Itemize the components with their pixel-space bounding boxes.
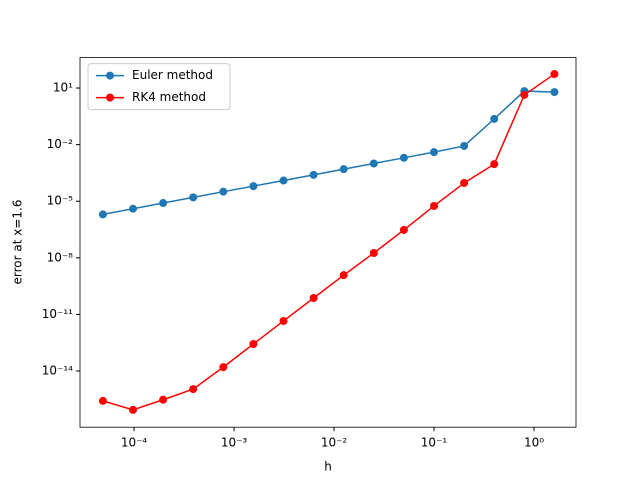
marker [460,178,469,187]
marker [249,182,258,191]
legend-marker [106,93,114,102]
marker [189,385,198,394]
marker [98,210,107,219]
marker [490,114,499,123]
marker [369,159,378,168]
legend-marker [106,71,114,80]
y-tick-label: 10⁻⁵ [47,194,74,208]
marker [339,271,348,280]
marker [159,395,168,404]
plot-frame [79,57,577,428]
y-tick-label: 10⁻² [47,137,74,151]
x-tick-label: 10⁻⁴ [121,436,148,450]
series-line [102,90,555,216]
marker [129,405,138,414]
marker [430,148,439,157]
x-tick-label: 10⁻³ [221,436,248,450]
marker [279,316,288,325]
marker [159,199,168,208]
marker [430,201,439,210]
marker [399,153,408,162]
x-tick-label: 10⁻² [321,436,348,450]
marker [520,90,529,99]
marker [369,248,378,257]
marker [249,340,258,349]
marker [460,141,469,150]
marker [399,225,408,234]
marker [189,193,198,202]
x-tick-label: 10⁰ [524,436,544,450]
y-tick-label: 10⁻⁸ [47,250,74,264]
x-tick-label: 10⁻¹ [421,436,448,450]
y-tick-label: 10⁻¹⁴ [42,364,73,378]
marker [219,187,228,196]
marker [339,165,348,174]
legend-label: Euler method [132,68,213,82]
marker [550,88,559,97]
marker [309,170,318,179]
marker [129,204,138,213]
marker [490,160,499,169]
marker [98,396,107,405]
y-tick-label: 10⁻¹¹ [42,307,73,321]
y-tick-label: 10¹ [53,81,73,95]
marker [219,363,228,372]
series-line [102,73,555,411]
marker [550,70,559,79]
marker [309,294,318,303]
legend-label: RK4 method [132,90,206,104]
x-axis-label: h [324,460,332,474]
y-axis-label: error at x=1.6 [11,200,25,285]
marker [279,176,288,185]
